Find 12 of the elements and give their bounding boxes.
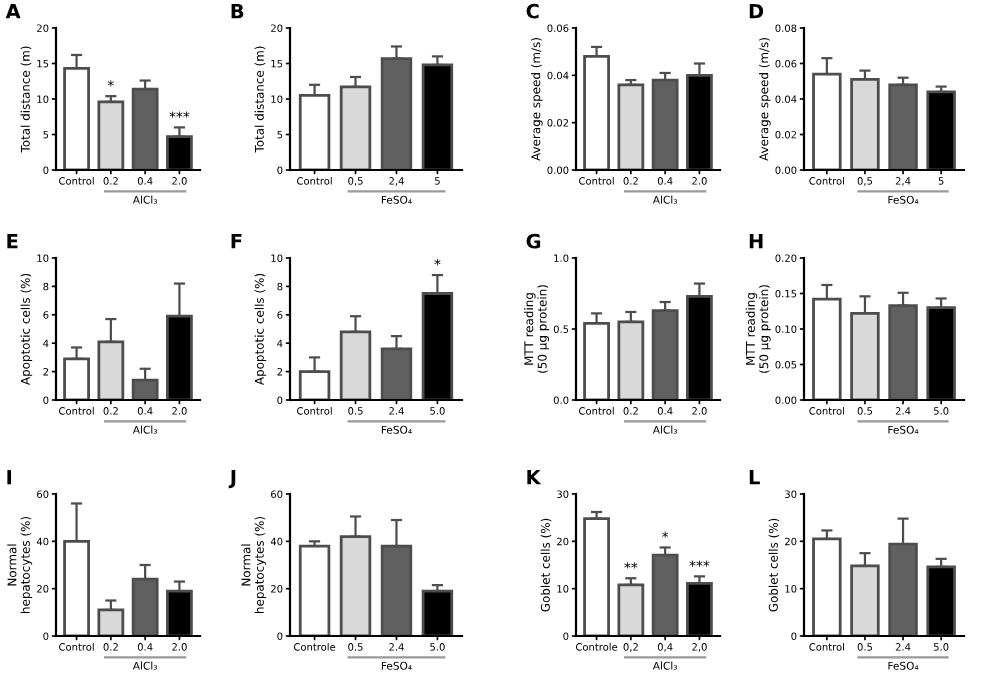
- chart-title: B: [231, 4, 244, 19]
- chart-title: J: [228, 470, 236, 489]
- chart-title: H: [749, 234, 763, 249]
- chart-title: F: [231, 234, 242, 249]
- chart-title: A: [5, 4, 21, 19]
- chart-title: K: [527, 470, 542, 485]
- chart-title: L: [749, 470, 760, 485]
- chart-title: E: [7, 234, 18, 249]
- chart-title: I: [7, 470, 12, 485]
- chart-title: D: [749, 4, 764, 19]
- chart-title: C: [526, 3, 539, 19]
- chart-title: G: [526, 233, 541, 249]
